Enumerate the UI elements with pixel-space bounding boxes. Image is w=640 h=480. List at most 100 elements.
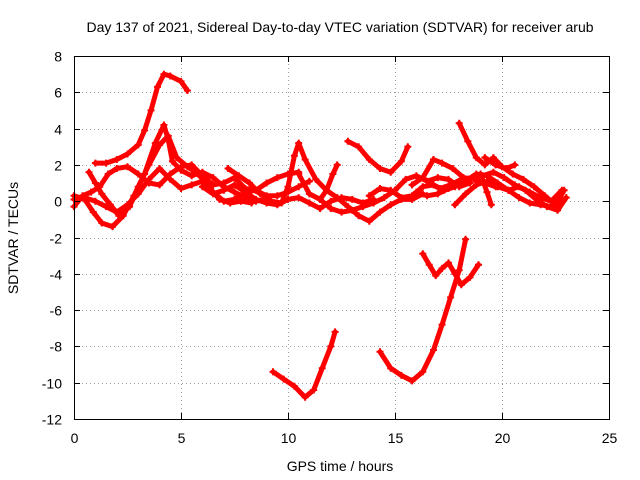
data-point xyxy=(145,179,153,187)
data-point xyxy=(472,154,480,162)
data-point xyxy=(329,170,337,178)
data-point xyxy=(241,188,249,196)
data-point xyxy=(419,250,427,258)
data-point xyxy=(273,174,281,182)
data-point xyxy=(451,201,459,209)
x-tick-label: 20 xyxy=(495,430,511,446)
data-point xyxy=(96,183,104,191)
data-point xyxy=(295,139,303,147)
data-point xyxy=(164,132,172,140)
y-tick-label: 6 xyxy=(54,85,62,101)
data-point xyxy=(530,183,538,191)
data-point xyxy=(147,106,155,114)
data-point xyxy=(91,197,99,205)
data-point xyxy=(489,154,497,162)
data-point xyxy=(376,185,384,192)
y-tick-label: -8 xyxy=(50,339,63,355)
data-point xyxy=(79,192,87,200)
data-point xyxy=(248,199,256,207)
data-point xyxy=(104,170,112,178)
data-point xyxy=(483,188,491,196)
data-point xyxy=(183,87,191,94)
data-point xyxy=(434,190,442,198)
data-point xyxy=(231,195,238,203)
data-point xyxy=(188,161,196,169)
data-point xyxy=(338,208,345,216)
y-axis-label: SDTVAR / TECUs xyxy=(5,182,21,294)
data-point xyxy=(220,179,228,187)
data-point xyxy=(134,170,142,178)
x-tick-labels: 0 5 10 15 20 25 xyxy=(71,430,618,446)
data-point xyxy=(290,152,298,160)
data-point xyxy=(466,273,474,281)
data-point xyxy=(267,197,275,205)
data-point xyxy=(102,159,110,167)
data-point xyxy=(209,181,217,189)
data-point xyxy=(98,219,106,227)
data-point xyxy=(500,174,508,182)
series-arc-20 xyxy=(419,250,482,289)
data-point xyxy=(252,195,260,203)
data-point xyxy=(558,195,566,203)
data-point xyxy=(113,208,121,216)
data-point xyxy=(365,217,373,225)
data-point xyxy=(305,190,313,198)
data-point xyxy=(109,223,116,231)
data-point xyxy=(263,179,271,187)
x-tick-label: 25 xyxy=(602,430,618,446)
data-point xyxy=(173,154,181,162)
data-point xyxy=(397,157,405,165)
x-axis-label: GPS time / hours xyxy=(287,458,394,474)
series-line xyxy=(199,169,302,197)
data-point xyxy=(91,179,99,187)
data-point xyxy=(160,70,168,78)
data-point xyxy=(301,393,309,401)
data-point xyxy=(124,201,131,209)
y-tick-label: -12 xyxy=(42,412,62,428)
series-arc-7 xyxy=(224,139,427,225)
data-point xyxy=(98,190,106,198)
data-point xyxy=(318,364,326,372)
data-point xyxy=(312,175,320,183)
data-point xyxy=(177,77,185,85)
data-point xyxy=(220,197,228,205)
series-arc-8 xyxy=(295,161,341,203)
data-point xyxy=(91,159,99,167)
data-point xyxy=(472,181,480,189)
data-point xyxy=(541,192,549,200)
data-point xyxy=(156,165,164,172)
data-point xyxy=(273,192,281,200)
series-layer xyxy=(70,70,570,401)
data-point xyxy=(231,188,238,196)
series-line xyxy=(482,155,518,171)
data-point xyxy=(455,119,463,127)
y-tick-label: -4 xyxy=(50,267,63,283)
data-point xyxy=(331,328,339,336)
data-point xyxy=(515,194,523,202)
y-tick-label: 8 xyxy=(54,49,62,65)
data-point xyxy=(481,154,489,162)
data-point xyxy=(316,205,324,212)
data-point xyxy=(246,179,253,187)
data-point xyxy=(134,190,142,198)
series-arc-19 xyxy=(376,235,470,385)
data-point xyxy=(547,203,555,211)
data-point xyxy=(451,270,459,278)
data-point xyxy=(423,192,431,200)
data-point xyxy=(419,368,427,376)
data-point xyxy=(177,163,185,171)
data-point xyxy=(269,368,277,376)
data-point xyxy=(502,165,510,172)
data-point xyxy=(365,192,373,200)
data-point xyxy=(188,181,196,189)
data-point xyxy=(397,194,405,202)
data-point xyxy=(295,194,303,202)
data-point xyxy=(509,170,517,178)
data-point xyxy=(562,194,570,202)
y-tick-label: -10 xyxy=(42,376,62,392)
data-point xyxy=(537,201,544,209)
data-point xyxy=(376,348,384,356)
data-point xyxy=(462,235,470,243)
data-point xyxy=(412,188,420,196)
series-line xyxy=(270,329,338,400)
